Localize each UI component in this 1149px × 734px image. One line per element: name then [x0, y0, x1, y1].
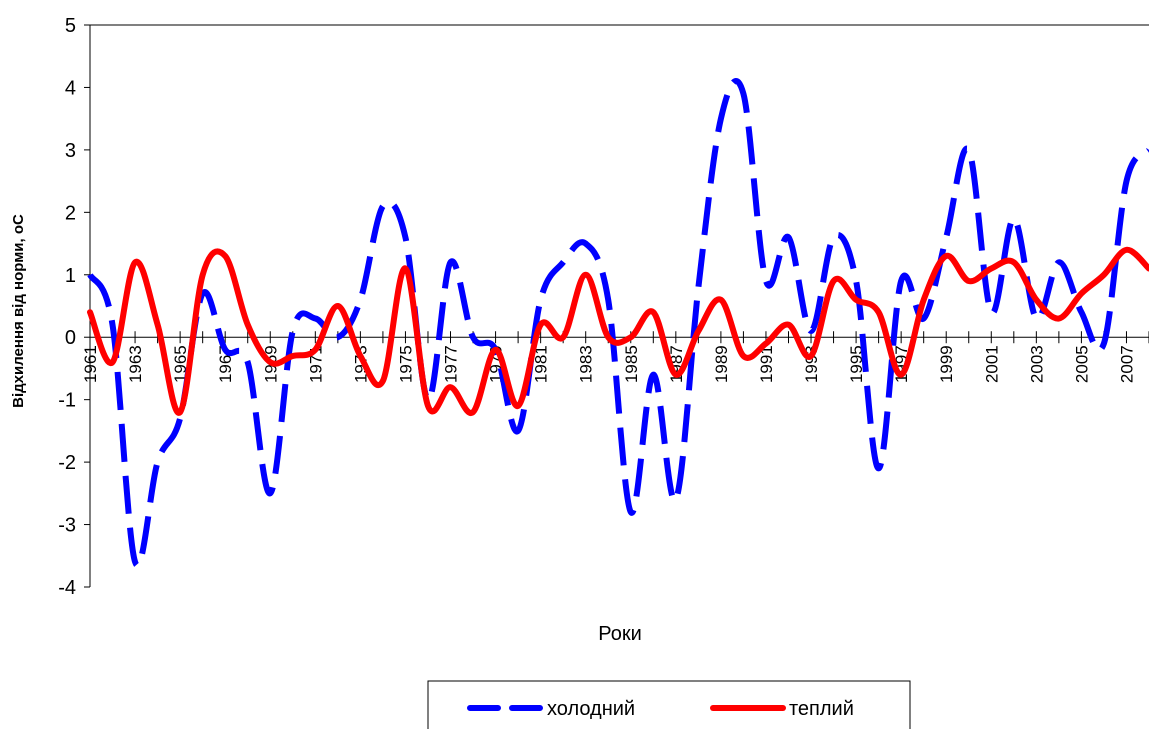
legend-label-1: теплий — [789, 698, 854, 720]
y-tick-label: -1 — [58, 390, 76, 412]
legend-box — [427, 680, 911, 734]
x-axis-label: Роки — [598, 623, 642, 645]
y-tick-label: 2 — [65, 202, 76, 224]
legend: холодний теплий — [427, 680, 911, 734]
x-tick-label: 1981 — [532, 345, 551, 383]
y-tick-label: 5 — [65, 15, 76, 37]
x-tick-label: 1983 — [577, 345, 596, 383]
y-tick-label: -3 — [58, 515, 76, 537]
series-line-1 — [87, 246, 1149, 416]
x-tick-label: 1985 — [622, 345, 641, 383]
x-tick-label: 1975 — [396, 345, 415, 383]
x-tick-label: 1973 — [351, 345, 370, 383]
y-axis-label: Відхилення від норми, оС — [10, 214, 27, 408]
x-tick-label: 1991 — [757, 345, 776, 383]
x-tick-label: 2007 — [1117, 345, 1136, 383]
y-tick-label: 4 — [65, 77, 76, 99]
x-tick-label: 2005 — [1072, 345, 1091, 383]
x-tick-label: 1989 — [712, 345, 731, 383]
legend-label-0: холодний — [547, 698, 635, 720]
x-axis: 1961 1963 1965 1967 1969 1971 1973 1975 1977 1979… — [81, 331, 1149, 383]
y-tick-label: 0 — [65, 327, 76, 349]
series-line-0 — [87, 78, 1149, 569]
x-tick-label: 2001 — [982, 345, 1001, 383]
y-axis: 5 4 3 2 1 0 -1 -2 -3 -4 — [58, 15, 91, 599]
x-tick-label: 2003 — [1027, 345, 1046, 383]
y-tick-label: -2 — [58, 452, 76, 474]
series-layer — [87, 78, 1149, 569]
y-tick-label: -4 — [58, 577, 76, 599]
x-tick-label: 1961 — [81, 345, 100, 383]
x-tick-label: 1977 — [442, 345, 461, 383]
x-tick-label: 1963 — [126, 345, 145, 383]
y-tick-label: 1 — [65, 265, 76, 287]
x-tick-label: 1999 — [937, 345, 956, 383]
y-tick-label: 3 — [65, 140, 76, 162]
